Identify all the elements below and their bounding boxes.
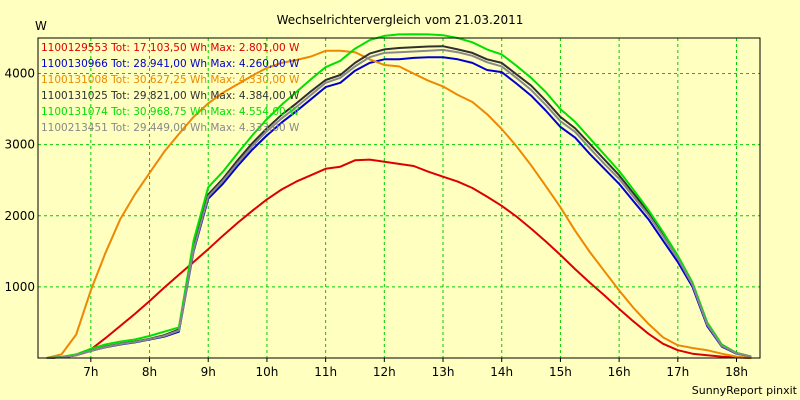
x-tick-label: 14h: [490, 365, 513, 379]
tick-labels: 7h 8h 9h 10h 11h 12h 13h 14h 15h 16h 17h 18h 1000 200…: [4, 67, 748, 379]
x-tick-label: 7h: [83, 365, 98, 379]
grid: [38, 38, 760, 358]
legend-entry-1100129553: 1100129553 Tot: 17.103,50 Wh Max: 2.801,…: [41, 42, 300, 54]
plot-background: [38, 38, 760, 358]
x-tick-label: 9h: [201, 365, 216, 379]
legend-entry-1100131008: 1100131008 Tot: 30.627,25 Wh Max: 4.330,…: [41, 74, 300, 86]
series-line-1100213451: [46, 48, 752, 359]
plot-area: [38, 38, 760, 358]
series-group: [46, 33, 752, 359]
x-tick-label: 10h: [255, 365, 278, 379]
series-line-1100131074: [46, 33, 752, 359]
legend-entry-1100131074: 1100131074 Tot: 30.968,75 Wh Max: 4.554,…: [41, 106, 300, 118]
x-tick-label: 16h: [608, 365, 631, 379]
x-tick-label: 8h: [142, 365, 157, 379]
legend-entry-1100131025: 1100131025 Tot: 29.821,00 Wh Max: 4.384,…: [41, 90, 300, 102]
y-tick-label: 1000: [4, 280, 35, 294]
x-tick-label: 17h: [666, 365, 689, 379]
y-tick-label: 3000: [4, 138, 35, 152]
series-line-1100131008: [46, 49, 752, 359]
plot-border: [37, 37, 761, 359]
chart-title: Wechselrichtervergleich vom 21.03.2011: [277, 13, 524, 27]
axes: [37, 37, 761, 359]
footer-credit: SunnyReport pinxit: [692, 384, 798, 397]
x-tick-label: 15h: [549, 365, 572, 379]
legend-entry-1100213451: 1100213451 Tot: 29.449,00 Wh Max: 4.333,…: [41, 122, 300, 134]
legend: 1100129553 Tot: 17.103,50 Wh Max: 2.801,…: [41, 42, 300, 134]
y-tick-label: 2000: [4, 209, 35, 223]
legend-entry-1100130966: 1100130966 Tot: 28.941,00 Wh Max: 4.260,…: [41, 58, 300, 70]
x-tick-label: 12h: [373, 365, 396, 379]
y-axis-label: W: [35, 19, 47, 33]
y-tick-label: 4000: [4, 67, 35, 81]
series-line-1100129553: [46, 158, 752, 359]
x-tick-label: 11h: [314, 365, 337, 379]
x-tick-label: 13h: [432, 365, 455, 379]
x-tick-label: 18h: [725, 365, 748, 379]
